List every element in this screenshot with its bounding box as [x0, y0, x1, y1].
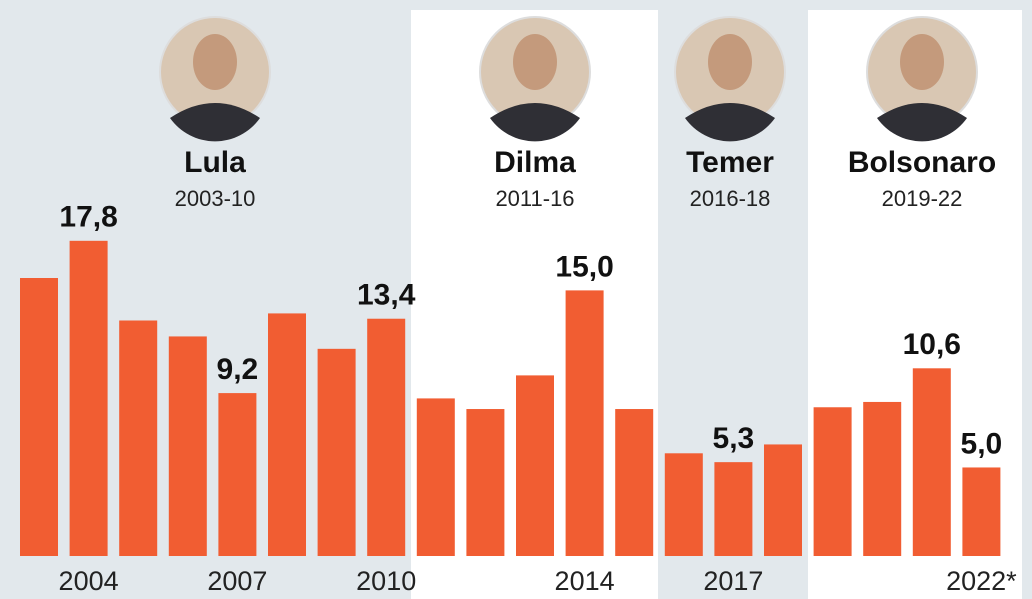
value-label: 10,6: [903, 328, 961, 361]
value-label: 5,0: [961, 427, 1003, 460]
bar: [516, 375, 554, 556]
x-tick-label: 2007: [207, 566, 267, 596]
bar: [714, 462, 752, 556]
bar: [863, 402, 901, 556]
president-name: Dilma: [494, 146, 576, 179]
bar: [764, 444, 802, 556]
bar: [913, 368, 951, 556]
portrait-head: [900, 34, 944, 90]
x-tick-label: 2004: [59, 566, 119, 596]
value-label: 13,4: [357, 279, 416, 312]
president-years: 2011-16: [495, 186, 574, 211]
x-tick-label: 2014: [555, 566, 615, 596]
x-tick-label: 2017: [703, 566, 763, 596]
president-years: 2019-22: [882, 186, 963, 211]
value-label: 9,2: [217, 353, 259, 386]
bar: [169, 336, 207, 556]
president-years: 2016-18: [690, 186, 771, 211]
bar: [566, 290, 604, 556]
president-name: Lula: [184, 146, 246, 179]
bar: [466, 409, 504, 556]
bar: [268, 313, 306, 556]
president-name: Bolsonaro: [848, 146, 996, 179]
chart: Lula 2003-10 Dilma 2011-16 Temer 2016-18 Bolso…: [0, 0, 1032, 599]
president-years: 2003-10: [175, 186, 256, 211]
president-name: Temer: [686, 146, 774, 179]
bar: [218, 393, 256, 556]
portrait-head: [193, 34, 237, 90]
bar: [367, 319, 405, 556]
portrait-head: [513, 34, 557, 90]
bar: [20, 278, 58, 556]
value-label: 17,8: [59, 201, 117, 234]
bar: [962, 467, 1000, 556]
bar: [615, 409, 653, 556]
bar: [665, 453, 703, 556]
bar: [318, 349, 356, 556]
bar: [70, 241, 108, 556]
bar: [417, 398, 455, 556]
value-label: 5,3: [713, 422, 755, 455]
x-tick-label: 2010: [356, 566, 416, 596]
bar: [119, 320, 157, 556]
bar: [814, 407, 852, 556]
x-tick-label: 2022*: [946, 566, 1017, 596]
portrait-head: [708, 34, 752, 90]
value-label: 15,0: [555, 250, 613, 283]
